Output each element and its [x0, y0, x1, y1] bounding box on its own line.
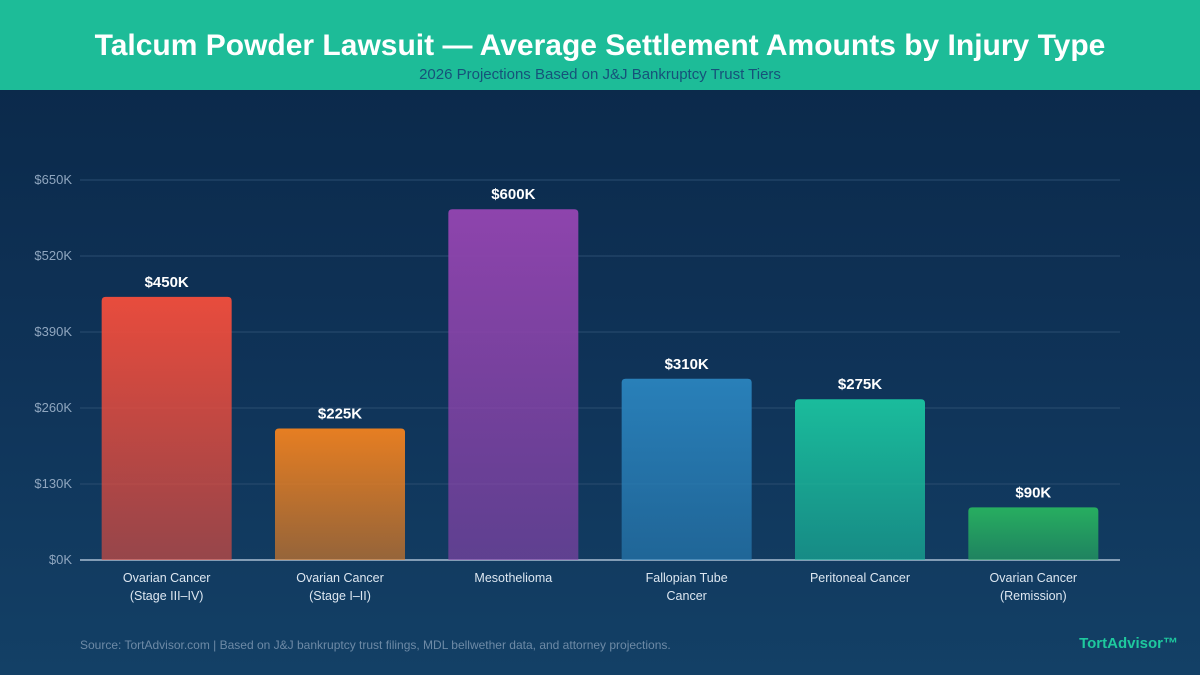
bar	[448, 209, 579, 560]
x-tick-label: Ovarian Cancer	[296, 571, 384, 585]
y-tick-label: $0K	[49, 552, 72, 567]
x-tick-label: Fallopian Tube	[646, 571, 728, 585]
y-tick-label: $650K	[34, 172, 72, 187]
bar-value-label: $450K	[145, 274, 189, 291]
bar-value-label: $600K	[491, 186, 535, 203]
chart-subtitle: 2026 Projections Based on J&J Bankruptcy…	[419, 66, 781, 83]
bar	[101, 296, 232, 560]
bar-value-label: $90K	[1015, 484, 1051, 501]
y-tick-label: $260K	[34, 400, 72, 415]
bar	[968, 507, 1099, 560]
bar-value-label: $310K	[665, 356, 709, 373]
source-note: Source: TortAdvisor.com | Based on J&J b…	[80, 638, 671, 652]
x-tick-label: Peritoneal Cancer	[810, 571, 910, 585]
y-tick-label: $390K	[34, 324, 72, 339]
y-tick-label: $520K	[34, 248, 72, 263]
header-banner	[0, 0, 1200, 90]
bar-value-label: $225K	[318, 405, 362, 422]
x-tick-label: Ovarian Cancer	[123, 571, 211, 585]
bar-value-label: $275K	[838, 376, 882, 393]
chart-title: Talcum Powder Lawsuit — Average Settleme…	[94, 29, 1106, 62]
x-tick-label: Ovarian Cancer	[990, 571, 1078, 585]
brand-logo: TortAdvisor™	[1079, 635, 1178, 652]
x-tick-label: (Remission)	[1000, 589, 1067, 603]
x-tick-label: Mesothelioma	[474, 571, 552, 585]
x-tick-label: (Stage I–II)	[309, 589, 371, 603]
y-tick-label: $130K	[34, 476, 72, 491]
x-tick-label: Cancer	[667, 589, 707, 603]
x-tick-label: (Stage III–IV)	[130, 589, 204, 603]
bar	[275, 428, 405, 560]
bar	[621, 378, 752, 560]
bar	[795, 399, 925, 560]
